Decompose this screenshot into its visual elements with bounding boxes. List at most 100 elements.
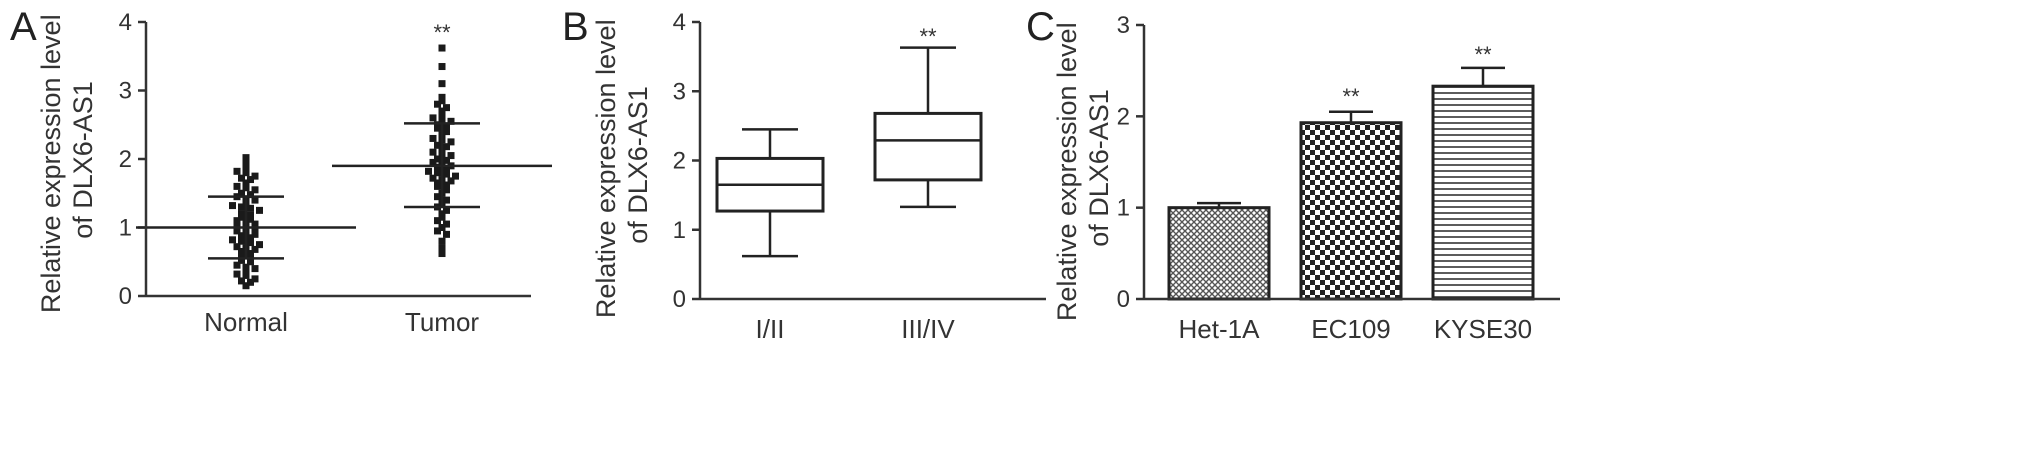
data-point xyxy=(429,158,437,166)
panel-letter-a: A xyxy=(10,5,37,49)
data-point xyxy=(242,184,250,192)
data-point xyxy=(434,163,441,171)
y-axis-label-c-line-1: Relative expression level xyxy=(1052,22,1082,321)
significance-label-ec109: ** xyxy=(1342,84,1360,109)
box-iqr xyxy=(873,111,983,182)
y-axis-ticks-a: 0 1 2 3 4 xyxy=(119,9,146,310)
data-point xyxy=(429,134,437,142)
data-point xyxy=(242,154,250,162)
y-tick-label: 3 xyxy=(119,78,132,105)
data-point xyxy=(452,172,459,180)
y-tick-label: 0 xyxy=(673,286,686,313)
data-point xyxy=(238,251,245,259)
data-point xyxy=(251,245,259,253)
data-point xyxy=(443,156,450,164)
data-point xyxy=(238,203,245,211)
panel-a: A Relative expression level of DLX6-AS1 … xyxy=(10,5,552,337)
data-point xyxy=(443,196,450,204)
data-point xyxy=(434,217,441,225)
data-point xyxy=(438,80,446,88)
data-point xyxy=(438,63,446,71)
data-point xyxy=(251,275,259,283)
data-point xyxy=(447,177,455,185)
data-point xyxy=(443,206,450,214)
data-point xyxy=(233,222,241,230)
data-point xyxy=(425,167,432,175)
plot-area-c xyxy=(1167,66,1535,301)
data-point xyxy=(256,241,263,249)
panel-b: B Relative expression level of DLX6-AS1 … xyxy=(562,5,1046,344)
category-label-tumor: Tumor xyxy=(405,307,479,337)
data-point xyxy=(233,182,241,190)
data-point xyxy=(242,158,250,166)
data-point xyxy=(247,176,254,184)
data-point xyxy=(434,193,441,201)
data-point xyxy=(438,44,446,52)
data-point xyxy=(438,244,446,252)
data-point xyxy=(447,117,455,125)
data-point xyxy=(434,124,441,132)
y-axis-label-b-line-2: of DLX6-AS1 xyxy=(623,86,653,244)
data-point xyxy=(238,256,245,264)
y-axis-label-a-line-2: of DLX6-AS1 xyxy=(68,81,98,239)
bar xyxy=(1167,206,1271,301)
panel-letter-b: B xyxy=(562,5,589,49)
data-point xyxy=(238,213,245,221)
data-point xyxy=(443,122,450,130)
y-tick-label: 2 xyxy=(1117,103,1130,130)
data-point xyxy=(438,213,446,221)
data-point xyxy=(238,232,245,240)
y-axis-ticks-c: 0 1 2 3 xyxy=(1117,12,1144,313)
data-point xyxy=(233,167,241,175)
data-point xyxy=(443,104,450,112)
plot-area-b xyxy=(715,46,983,258)
y-tick-label: 3 xyxy=(673,78,686,105)
y-axis-label-a-line-1: Relative expression level xyxy=(36,14,66,313)
data-point xyxy=(251,220,259,228)
category-label-het-1a: Het-1A xyxy=(1179,314,1261,344)
data-point xyxy=(247,278,254,286)
data-point xyxy=(229,236,236,244)
data-point xyxy=(238,277,245,285)
data-point xyxy=(434,227,441,235)
data-point xyxy=(242,163,250,171)
significance-label-kyse30: ** xyxy=(1474,42,1492,67)
data-point xyxy=(238,189,245,197)
data-point xyxy=(438,115,446,123)
data-point xyxy=(438,110,446,118)
data-point xyxy=(233,261,241,269)
data-point xyxy=(251,172,259,180)
y-axis-label-c-line-2: of DLX6-AS1 xyxy=(1084,89,1114,247)
data-point xyxy=(256,206,263,214)
data-point xyxy=(242,169,250,177)
data-point xyxy=(229,202,236,210)
data-point xyxy=(434,100,441,108)
data-point xyxy=(443,230,450,238)
data-point xyxy=(443,186,450,194)
data-point xyxy=(429,174,437,182)
data-point xyxy=(233,243,241,251)
data-point xyxy=(429,148,437,156)
y-tick-label: 2 xyxy=(673,148,686,175)
data-point xyxy=(247,250,254,258)
category-label-kyse30: KYSE30 xyxy=(1434,314,1532,344)
data-point xyxy=(447,152,455,160)
category-label-normal: Normal xyxy=(204,307,288,337)
data-point xyxy=(242,179,250,187)
y-tick-label: 1 xyxy=(673,217,686,244)
data-point xyxy=(247,215,254,223)
data-point xyxy=(233,227,241,235)
y-axis-label-b: Relative expression level of DLX6-AS1 xyxy=(591,12,653,318)
data-point xyxy=(251,186,259,194)
data-point xyxy=(447,138,455,146)
data-point xyxy=(247,234,254,242)
category-label-i-ii: I/II xyxy=(756,314,785,344)
panel-c: C Relative expression level of DLX6-AS1 … xyxy=(1026,5,1560,344)
data-point xyxy=(438,97,446,105)
y-tick-label: 4 xyxy=(119,9,132,36)
data-point xyxy=(247,204,254,212)
y-tick-label: 1 xyxy=(1117,195,1130,222)
y-tick-label: 2 xyxy=(119,146,132,173)
significance-label-tumor: ** xyxy=(433,20,451,45)
y-tick-label: 4 xyxy=(673,9,686,36)
